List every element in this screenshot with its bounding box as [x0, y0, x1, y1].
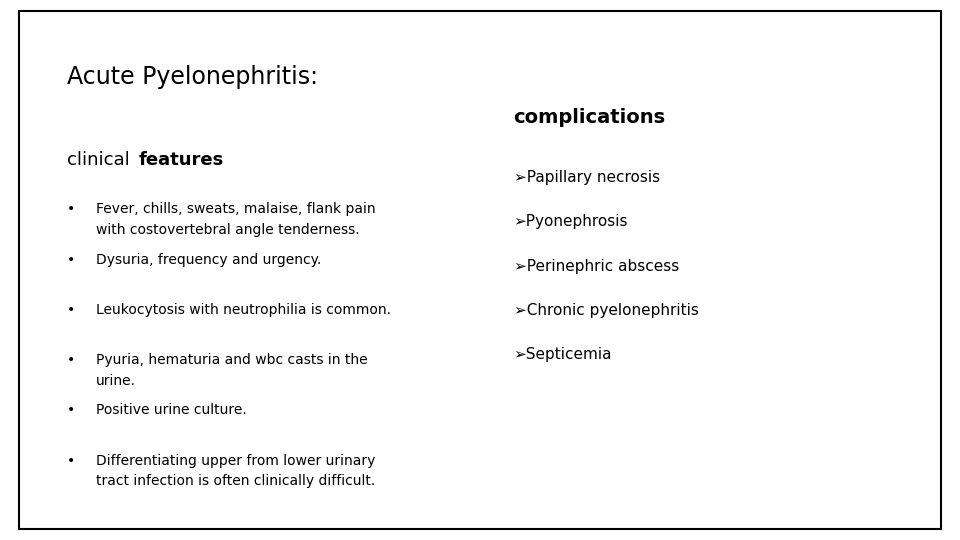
Text: •: • — [67, 303, 76, 317]
Text: Positive urine culture.: Positive urine culture. — [96, 403, 247, 417]
Text: ➢Chronic pyelonephritis: ➢Chronic pyelonephritis — [514, 303, 699, 318]
Text: Pyuria, hematuria and wbc casts in the: Pyuria, hematuria and wbc casts in the — [96, 353, 368, 367]
Text: with costovertebral angle tenderness.: with costovertebral angle tenderness. — [96, 223, 360, 237]
Text: Acute Pyelonephritis:: Acute Pyelonephritis: — [67, 65, 318, 89]
Text: Leukocytosis with neutrophilia is common.: Leukocytosis with neutrophilia is common… — [96, 303, 391, 317]
Text: Fever, chills, sweats, malaise, flank pain: Fever, chills, sweats, malaise, flank pa… — [96, 202, 375, 217]
Text: Differentiating upper from lower urinary: Differentiating upper from lower urinary — [96, 454, 375, 468]
Text: Dysuria, frequency and urgency.: Dysuria, frequency and urgency. — [96, 253, 322, 267]
Text: •: • — [67, 454, 76, 468]
Text: complications: complications — [514, 108, 665, 127]
Text: tract infection is often clinically difficult.: tract infection is often clinically diff… — [96, 474, 375, 488]
Text: ➢Perinephric abscess: ➢Perinephric abscess — [514, 259, 679, 274]
Text: features: features — [138, 151, 224, 169]
Text: •: • — [67, 353, 76, 367]
Text: ➢Pyonephrosis: ➢Pyonephrosis — [514, 214, 628, 230]
Text: clinical: clinical — [67, 151, 135, 169]
FancyBboxPatch shape — [19, 11, 941, 529]
Text: urine.: urine. — [96, 374, 136, 388]
Text: ➢Papillary necrosis: ➢Papillary necrosis — [514, 170, 660, 185]
Text: •: • — [67, 202, 76, 217]
Text: •: • — [67, 403, 76, 417]
Text: •: • — [67, 253, 76, 267]
Text: ➢Septicemia: ➢Septicemia — [514, 347, 612, 362]
